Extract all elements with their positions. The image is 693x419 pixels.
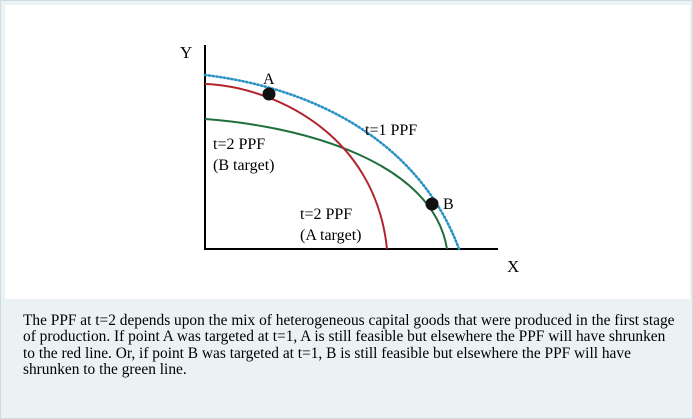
t2-ppf-a-target-curve [204, 83, 388, 250]
t2-ppf-b-target-curve [204, 118, 448, 250]
t2-ppf-b-label-line2: (B target) [213, 157, 274, 174]
t1-ppf-label: t=1 PPF [365, 122, 417, 139]
t2-ppf-b-label-line1: t=2 PPF [213, 136, 265, 153]
point-a-label: A [263, 71, 275, 88]
t2-ppf-a-label-line1: t=2 PPF [300, 206, 352, 223]
figure-caption: The PPF at t=2 depends upon the mix of h… [23, 312, 675, 379]
point-b-label: B [443, 196, 454, 213]
t2-ppf-a-label-line2: (A target) [300, 227, 361, 244]
ppf-diagram: Y X A B t=1 PPF t=2 PPF (B target) t=2 P… [180, 43, 519, 276]
x-axis-label: X [507, 257, 519, 276]
t1-ppf-curve [203, 73, 461, 251]
point-b [425, 197, 439, 211]
point-a [262, 87, 276, 101]
y-axis-label: Y [180, 43, 192, 62]
